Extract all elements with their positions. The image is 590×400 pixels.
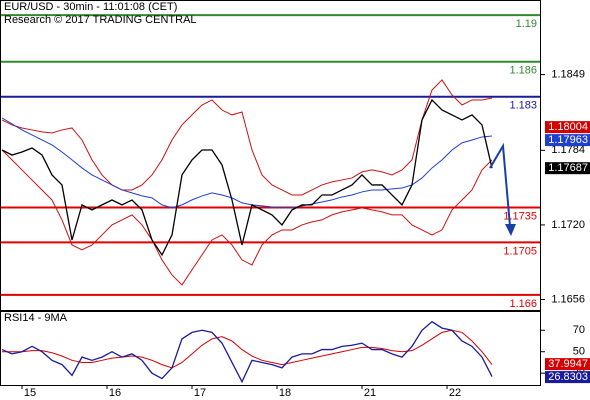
level-label: 1.1705 [503, 245, 537, 257]
arrow-head [505, 224, 516, 236]
last-value-label: 37.9947 [548, 358, 588, 370]
last-value-box [545, 134, 590, 147]
level-label: 1.183 [509, 100, 537, 112]
x-tick-label: 15 [24, 387, 36, 399]
last-value-label: 1.17963 [548, 134, 588, 146]
x-tick-label: 16 [109, 387, 121, 399]
y-tick-label: 1.1849 [551, 68, 585, 80]
last-value-label: 26.8303 [548, 371, 588, 383]
last-value-box [545, 121, 590, 134]
series-line [1, 320, 493, 384]
rsi-panel [0, 311, 541, 386]
series-line [1, 79, 493, 196]
level-label: 1.166 [509, 298, 537, 310]
last-value-box [545, 358, 590, 371]
y-tick-label: 1.1720 [551, 219, 585, 231]
x-tick-label: 22 [449, 387, 461, 399]
last-value-box [545, 162, 590, 175]
last-value-label: 1.17687 [548, 162, 588, 174]
chart-subtitle: Research © 2017 TRADING CENTRAL [4, 14, 197, 26]
y-tick-label: 50 [573, 346, 585, 358]
rsi-title: RSI14 - 9MA [4, 312, 68, 324]
chart-title: EUR/USD - 30min - 11:01:08 (CET) [4, 1, 177, 13]
level-label: 1.1735 [503, 210, 537, 222]
price-panel [0, 0, 541, 311]
y-tick-label: 1.1784 [551, 144, 585, 156]
level-label: 1.19 [516, 18, 537, 30]
last-value-label: 1.18004 [548, 121, 588, 133]
series-line [2, 329, 493, 369]
forecast-path [489, 142, 511, 227]
level-label: 1.186 [509, 65, 537, 77]
series-line [1, 98, 493, 257]
last-value-box [545, 371, 590, 384]
series-line [1, 149, 493, 286]
x-tick-label: 17 [194, 387, 206, 399]
x-tick-label: 21 [364, 387, 376, 399]
forecast-arrow [489, 142, 516, 236]
series-line [1, 117, 493, 209]
plot-layer: 1.1849 1.1784 1.1720 1.1656 1.19 1.186 1.183 1.… [1, 14, 590, 399]
y-tick-label: 70 [573, 324, 585, 336]
x-tick-label: 18 [279, 387, 291, 399]
y-tick-label: 1.1656 [551, 293, 585, 305]
